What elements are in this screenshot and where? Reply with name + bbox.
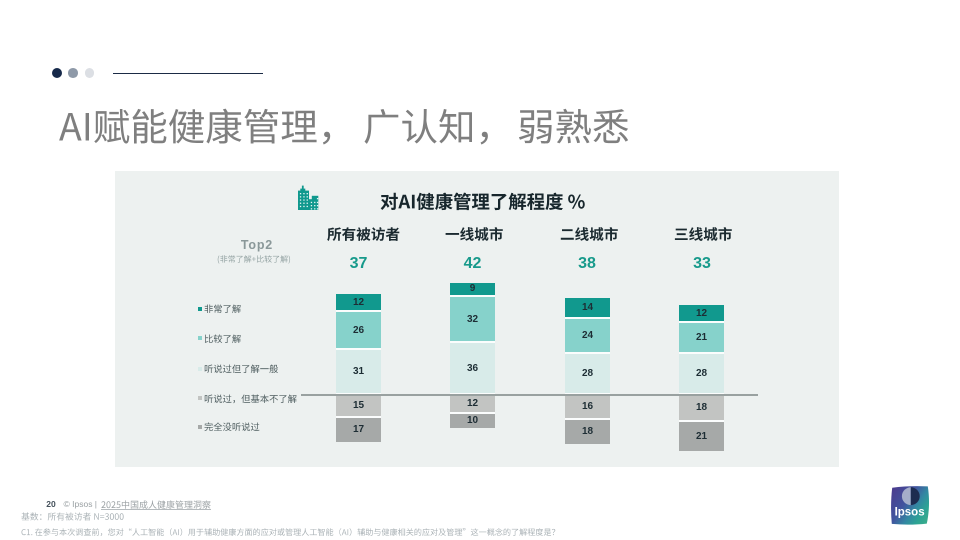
svg-text:Ipsos: Ipsos bbox=[895, 506, 925, 518]
